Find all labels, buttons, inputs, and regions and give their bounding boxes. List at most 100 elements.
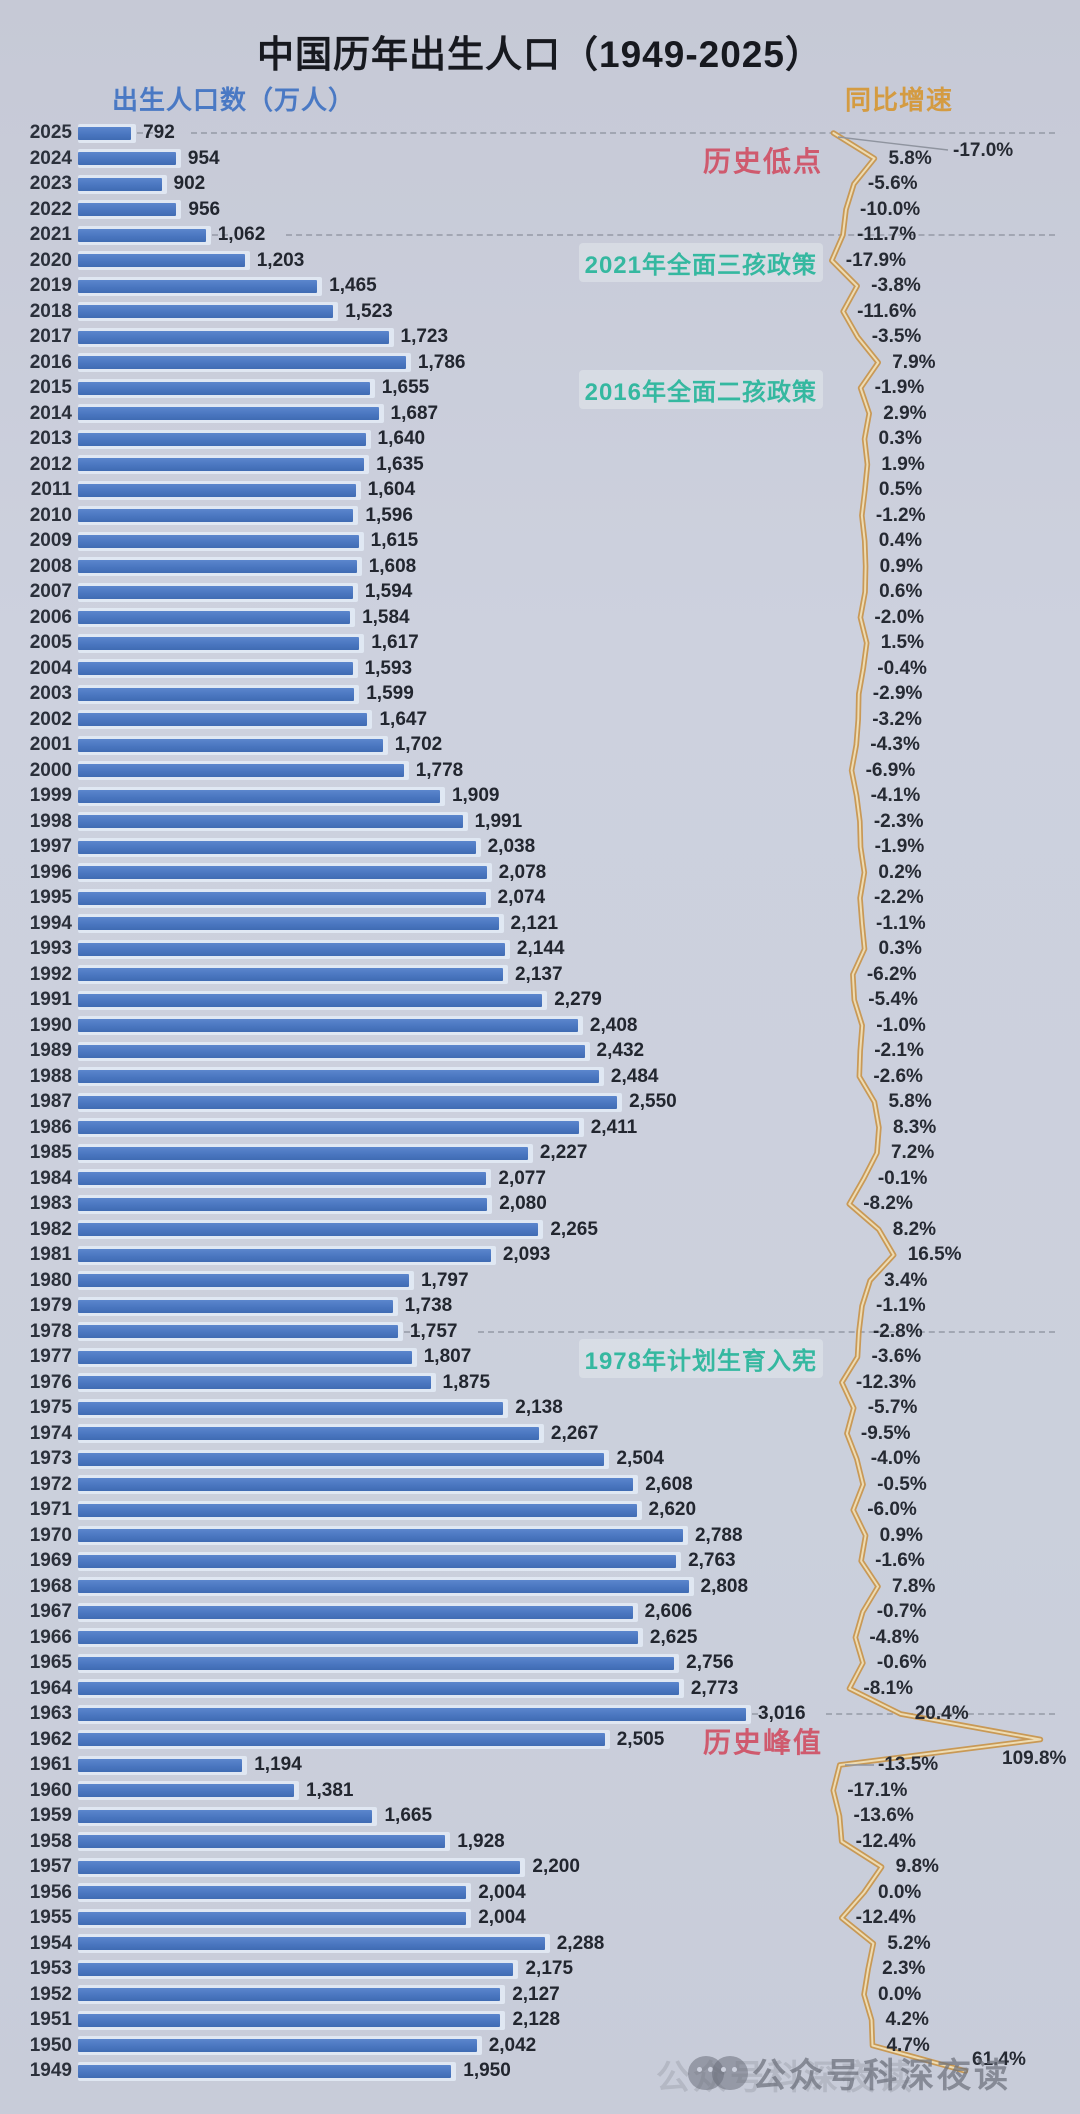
bar <box>78 203 177 216</box>
growth-pct-label: -13.5% <box>878 1754 939 1775</box>
bar <box>78 636 360 650</box>
growth-pct-label: -2.6% <box>873 1065 923 1087</box>
growth-pct-label: -2.3% <box>873 810 924 832</box>
growth-pct-label: -4.3% <box>870 734 920 755</box>
year-label: 2014 <box>29 402 72 424</box>
value-label: 1,594 <box>364 581 413 602</box>
year-label: 1996 <box>29 861 72 883</box>
growth-pct-label: -4.1% <box>870 785 921 806</box>
year-label: 1973 <box>29 1448 72 1469</box>
growth-pct-label: -11.6% <box>857 300 917 322</box>
watermark-text: 公众号科深夜读 <box>752 2057 1011 2095</box>
bar <box>78 585 353 599</box>
value-label: 2,138 <box>515 1397 563 1418</box>
year-label: 1954 <box>29 1932 72 1954</box>
year-label: 2019 <box>29 275 72 296</box>
year-label: 1967 <box>29 1601 72 1622</box>
value-label: 1,640 <box>377 428 426 449</box>
year-label: 1994 <box>29 912 72 934</box>
bar <box>78 1248 491 1262</box>
bar <box>78 1707 747 1721</box>
bar <box>78 305 334 318</box>
bar <box>78 254 245 267</box>
bar <box>78 2013 501 2027</box>
growth-pct-label: -8.2% <box>863 1193 913 1214</box>
value-label: 2,808 <box>700 1575 749 1597</box>
growth-pct-label: 109.8% <box>1002 1747 1067 1769</box>
growth-pct-label: 5.2% <box>887 1932 931 1954</box>
growth-pct-label: -6.0% <box>867 1499 917 1520</box>
year-label: 1964 <box>29 1677 72 1699</box>
year-label: 1980 <box>29 1269 72 1291</box>
growth-pct-label: -1.9% <box>874 836 925 857</box>
year-label: 2004 <box>29 657 72 679</box>
bar <box>78 1682 679 1695</box>
year-label: 2017 <box>29 326 72 347</box>
bar <box>78 1886 467 1899</box>
year-label: 1998 <box>29 810 72 832</box>
growth-pct-label: -0.7% <box>876 1601 927 1622</box>
growth-pct-label: 0.3% <box>878 938 922 959</box>
year-label: 1955 <box>29 1907 72 1928</box>
value-label: 2,505 <box>616 1728 665 1750</box>
year-label: 2012 <box>29 453 72 475</box>
value-label: 1,608 <box>368 555 417 577</box>
value-label: 1,702 <box>394 734 443 755</box>
year-label: 1989 <box>29 1040 72 1061</box>
bar <box>78 815 463 828</box>
year-label: 1986 <box>29 1116 72 1138</box>
value-label: 2,200 <box>532 1856 580 1877</box>
annotation-1977: 1978年计划生育入宪 <box>578 1339 823 1378</box>
bar <box>78 1656 675 1670</box>
value-label: 1,950 <box>463 2060 511 2081</box>
value-label: 2,608 <box>645 1473 693 1495</box>
year-label: 2020 <box>29 249 72 271</box>
year-label: 1966 <box>29 1626 72 1648</box>
bar <box>78 1146 528 1160</box>
value-label: 1,687 <box>390 402 439 424</box>
annotation-2020: 2021年全面三孩政策 <box>578 242 823 282</box>
bar <box>78 534 359 548</box>
value-label: 1,655 <box>381 377 430 398</box>
growth-pct-label: -2.8% <box>872 1320 923 1342</box>
year-label: 1956 <box>29 1881 72 1903</box>
growth-pct-label: 1.5% <box>880 632 924 653</box>
year-label: 1993 <box>29 938 72 959</box>
year-label: 2007 <box>29 581 72 602</box>
value-label: 1,757 <box>409 1320 458 1342</box>
year-label: 1958 <box>29 1830 72 1852</box>
dashed-gridline <box>137 132 154 134</box>
bar <box>78 1452 605 1466</box>
dashed-gridline <box>211 234 228 236</box>
value-label: 2,078 <box>498 861 547 883</box>
bar <box>78 1503 637 1517</box>
year-label: 2013 <box>29 428 72 449</box>
bar <box>78 764 404 777</box>
value-label: 2,227 <box>539 1142 588 1163</box>
year-label: 2009 <box>29 530 72 551</box>
value-label: 2,137 <box>514 963 563 985</box>
growth-pct-label: 4.2% <box>885 2009 929 2030</box>
value-label: 1,991 <box>474 810 523 832</box>
year-label: 1985 <box>29 1142 72 1163</box>
value-label: 2,121 <box>510 912 559 934</box>
value-label: 2,042 <box>488 2034 537 2056</box>
growth-pct-label: 3.4% <box>884 1269 928 1291</box>
year-label: 2010 <box>29 504 72 526</box>
growth-pct-label: -1.1% <box>876 1295 926 1316</box>
value-label: 2,175 <box>525 1958 574 1979</box>
value-label: 1,615 <box>370 530 419 551</box>
page-title: 中国历年出生人口（1949-2025） <box>257 34 823 75</box>
growth-pct-label: 0.3% <box>878 428 922 449</box>
value-label: 2,093 <box>502 1244 551 1265</box>
growth-pct-label: 0.4% <box>878 530 923 551</box>
year-label: 1951 <box>29 2009 72 2030</box>
bar <box>78 509 354 522</box>
year-label: 2008 <box>29 555 72 577</box>
year-label: 1957 <box>29 1856 72 1877</box>
value-label: 1,807 <box>423 1346 472 1367</box>
value-label: 2,504 <box>616 1448 664 1469</box>
value-label: 1,596 <box>365 504 413 526</box>
value-label: 2,004 <box>478 1907 526 1928</box>
